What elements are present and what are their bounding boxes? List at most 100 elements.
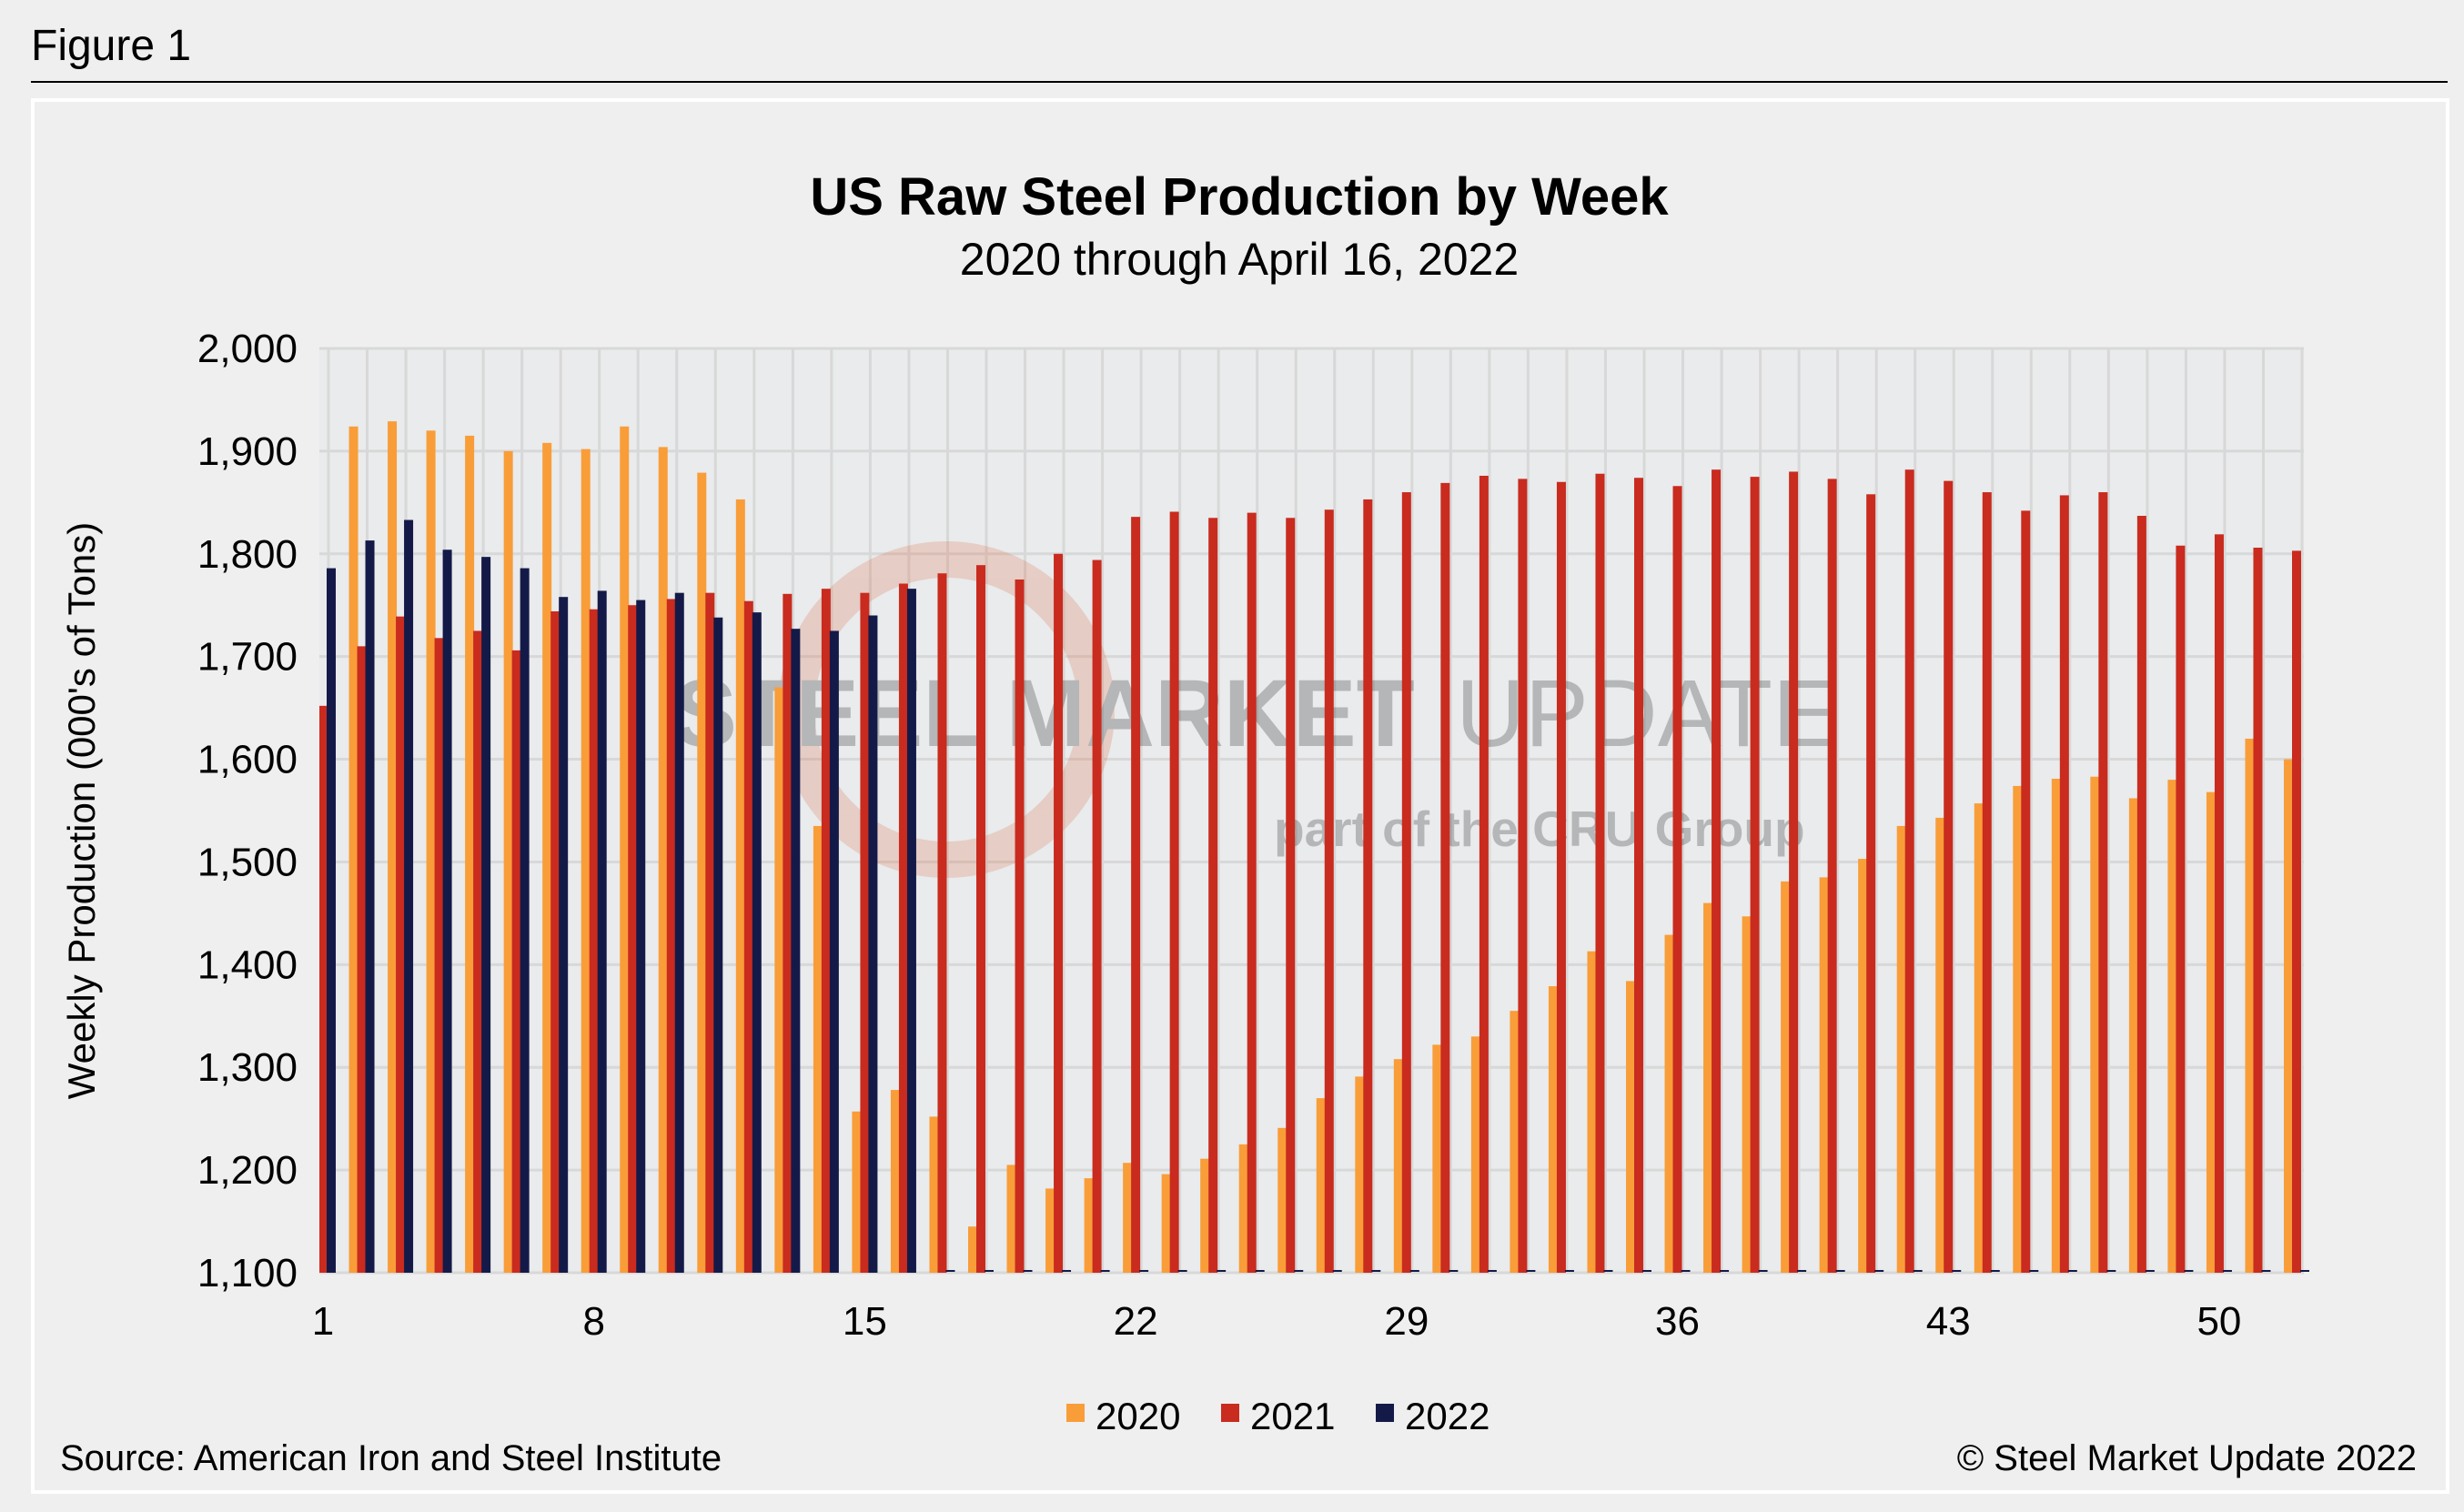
bar-2020-week-28 (1355, 1076, 1365, 1273)
bar-2021-week-43 (1944, 480, 1954, 1273)
bar-2020-week-3 (388, 421, 398, 1273)
bar-2021-week-12 (743, 600, 753, 1273)
bar-2021-week-47 (2098, 492, 2108, 1273)
bar-2022-week-7 (559, 597, 569, 1273)
bar-2022-week-13 (791, 629, 801, 1273)
bar-2020-week-48 (2128, 798, 2138, 1273)
y-tick-label: 1,200 (197, 1148, 298, 1193)
y-axis-ticks: 1,100 1,200 1,300 1,400 1,500 1,600 1,700 1,800… (197, 327, 298, 1295)
y-tick-label: 1,600 (197, 738, 298, 782)
bar-2022-week-14 (829, 630, 839, 1273)
bar-2021-week-40 (1827, 479, 1837, 1273)
bar-2021-week-30 (1440, 482, 1450, 1273)
bar-2022-week-10 (674, 592, 684, 1273)
y-tick-label: 1,700 (197, 635, 298, 680)
bar-2021-week-41 (1866, 494, 1876, 1273)
bar-2021-week-45 (2021, 510, 2031, 1273)
x-tick-label: 15 (843, 1299, 887, 1344)
x-tick-label: 8 (582, 1299, 604, 1344)
bar-2020-week-25 (1238, 1144, 1248, 1273)
x-tick-label: 43 (1926, 1299, 1971, 1344)
source-note: Source: American Iron and Steel Institut… (60, 1438, 722, 1478)
y-tick-label: 1,800 (197, 532, 298, 577)
bar-2021-week-13 (783, 593, 793, 1273)
bar-2020-week-9 (620, 426, 630, 1274)
bar-2020-week-17 (929, 1116, 939, 1273)
legend: 2020 2021 2022 (1066, 1395, 1490, 1437)
x-tick-label: 29 (1384, 1299, 1429, 1344)
bar-2020-week-10 (658, 447, 668, 1274)
bar-2020-week-13 (774, 687, 784, 1273)
bar-2021-week-1 (319, 705, 328, 1273)
x-tick-label: 50 (2196, 1299, 2241, 1344)
x-tick-label: 36 (1655, 1299, 1700, 1344)
bar-2022-week-6 (520, 568, 530, 1273)
bar-2020-week-34 (1587, 951, 1597, 1273)
bar-2020-week-19 (1006, 1164, 1016, 1273)
bar-2021-week-29 (1401, 492, 1411, 1273)
bar-2020-week-47 (2090, 776, 2100, 1273)
bar-2021-week-3 (396, 616, 406, 1273)
bar-2021-week-48 (2136, 516, 2146, 1273)
bar-2020-week-11 (697, 472, 707, 1273)
bar-2020-week-7 (542, 442, 552, 1273)
plot-area (319, 348, 2304, 1273)
bar-2020-week-21 (1084, 1178, 1094, 1273)
bar-2020-week-36 (1664, 934, 1674, 1273)
bar-2020-week-30 (1432, 1044, 1442, 1273)
bar-2021-week-18 (976, 565, 985, 1273)
bar-2020-week-46 (2051, 779, 2061, 1273)
bar-2021-week-7 (550, 610, 560, 1273)
y-tick-label: 1,900 (197, 429, 298, 474)
watermark-text-update: UPDATE (1456, 660, 1836, 767)
bar-2020-week-22 (1123, 1163, 1133, 1273)
bar-2022-week-3 (404, 519, 414, 1273)
bar-2020-week-40 (1819, 877, 1829, 1273)
bar-2022-week-2 (365, 540, 375, 1273)
y-tick-label: 2,000 (197, 327, 298, 371)
watermark-text-cru: part of the CRU Group (1274, 801, 1805, 857)
x-tick-label: 1 (312, 1299, 334, 1344)
bar-2020-week-18 (968, 1226, 977, 1273)
bar-2022-week-11 (713, 617, 723, 1273)
bar-2020-week-49 (2167, 780, 2177, 1273)
bar-2021-week-2 (357, 646, 367, 1273)
bar-2020-week-4 (426, 430, 436, 1273)
bar-2021-week-35 (1634, 478, 1643, 1273)
legend-label-2022: 2022 (1405, 1395, 1490, 1437)
bar-2022-week-5 (481, 557, 491, 1273)
bar-2021-week-49 (2176, 545, 2186, 1273)
bar-2021-week-4 (434, 638, 444, 1273)
legend-label-2020: 2020 (1096, 1395, 1180, 1437)
bar-2021-week-10 (666, 599, 676, 1273)
bar-2021-week-14 (821, 589, 831, 1273)
bar-2021-week-36 (1672, 486, 1682, 1273)
legend-swatch-2021 (1221, 1404, 1239, 1422)
bar-2021-week-26 (1286, 518, 1296, 1273)
x-axis-ticks: 1 8 15 22 29 36 43 50 (312, 1299, 2242, 1344)
bar-2020-week-52 (2284, 759, 2293, 1273)
bar-2020-week-5 (465, 435, 475, 1273)
bar-2020-week-2 (348, 426, 358, 1274)
bar-2021-week-8 (589, 609, 599, 1273)
bar-2022-week-1 (327, 568, 336, 1273)
x-tick-label: 22 (1114, 1299, 1158, 1344)
y-tick-label: 1,100 (197, 1251, 298, 1295)
y-tick-label: 1,500 (197, 840, 298, 884)
bar-2021-week-50 (2214, 534, 2224, 1273)
bar-2020-week-41 (1858, 859, 1868, 1273)
bar-2020-week-38 (1742, 916, 1752, 1273)
bar-2020-week-27 (1316, 1098, 1326, 1273)
legend-swatch-2020 (1066, 1404, 1085, 1422)
bar-2021-week-11 (705, 592, 715, 1273)
figure-label: Figure 1 (31, 22, 191, 70)
bar-2021-week-22 (1131, 517, 1141, 1273)
bar-2021-week-34 (1595, 473, 1605, 1273)
bar-2020-week-31 (1470, 1036, 1480, 1273)
bar-2020-week-29 (1393, 1059, 1403, 1273)
bar-2022-week-16 (906, 589, 916, 1273)
chart-subtitle: 2020 through April 16, 2022 (960, 234, 1519, 285)
bar-2022-week-8 (597, 590, 607, 1273)
chart-title: US Raw Steel Production by Week (810, 167, 1669, 227)
